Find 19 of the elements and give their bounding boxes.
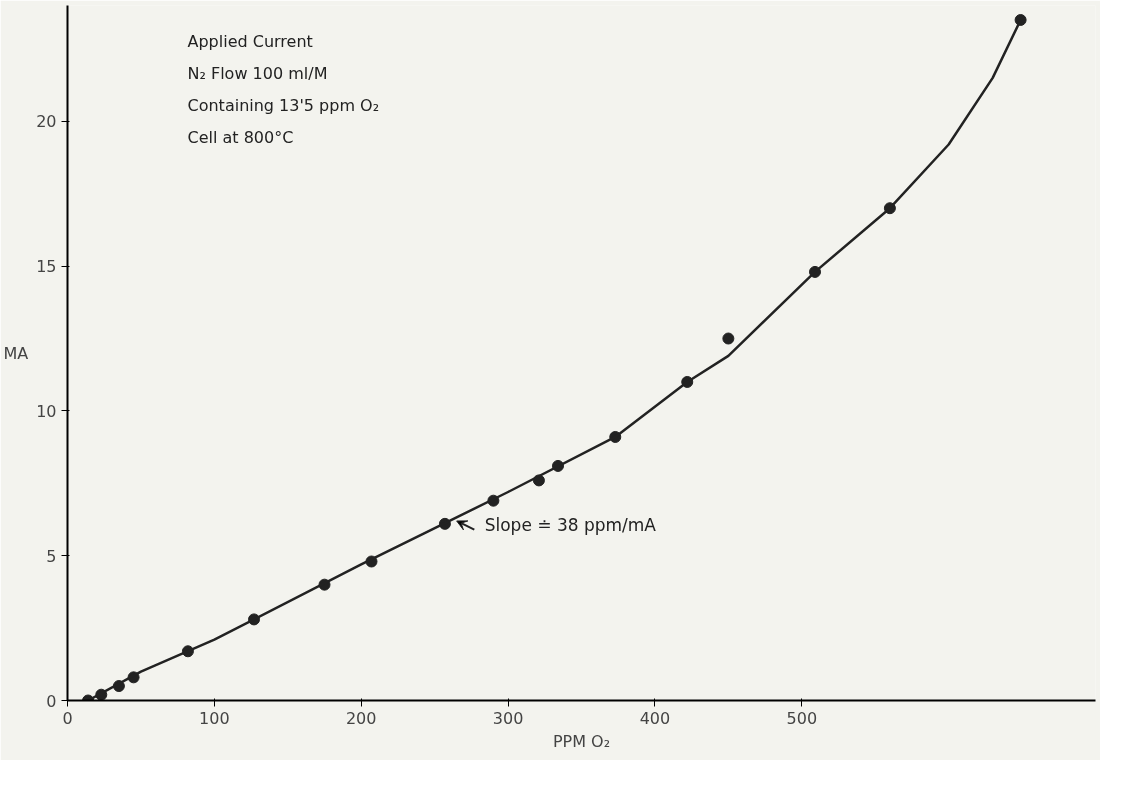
x-tick-label: 300 xyxy=(492,708,524,728)
y-tick-label: 5 xyxy=(46,546,57,566)
annotation: Cell at 800°C xyxy=(187,127,294,147)
x-tick-label: 400 xyxy=(639,708,671,728)
y-tick-label: 10 xyxy=(36,401,57,421)
x-tick-label: 200 xyxy=(345,708,377,728)
y-tick-label: 0 xyxy=(46,691,57,711)
y-tick-label: 15 xyxy=(36,257,57,277)
annotation: N₂ Flow 100 ml/M xyxy=(187,63,328,83)
annotation: Applied Current xyxy=(187,31,313,51)
y-tick-label: 20 xyxy=(36,112,57,132)
point xyxy=(722,332,735,345)
x-tick-label: 0 xyxy=(62,708,73,728)
x-tick-label: 500 xyxy=(786,708,818,728)
x-tick-label: 100 xyxy=(199,708,230,728)
x-axis-title: PPM O₂ xyxy=(552,731,611,751)
annotation: Slope ≐ 38 ppm/mA xyxy=(484,514,657,535)
annotation: Containing 13'5 ppm O₂ xyxy=(187,95,380,115)
y-axis-title: MA xyxy=(3,343,29,363)
